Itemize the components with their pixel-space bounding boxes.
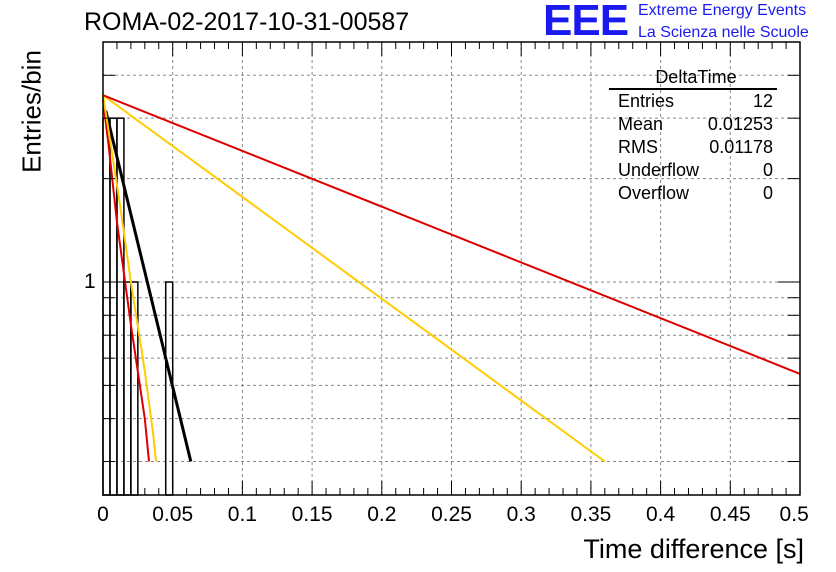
stats-value: 0 bbox=[762, 183, 773, 203]
fit-curve bbox=[104, 110, 193, 462]
stats-title: DeltaTime bbox=[609, 66, 777, 90]
fit-curve bbox=[102, 94, 606, 463]
fit-curve bbox=[102, 94, 801, 375]
stats-box: DeltaTime Entries 12 Mean 0.01253 RMS 0.011… bbox=[609, 66, 777, 205]
fit-curve bbox=[102, 99, 150, 462]
stats-label: RMS bbox=[618, 137, 658, 157]
stats-label: Overflow bbox=[618, 183, 690, 203]
x-tick-label: 0.5 bbox=[779, 503, 809, 526]
y-tick-label: 1 bbox=[84, 270, 96, 293]
stats-value: 0.01178 bbox=[709, 137, 773, 157]
chart-title: ROMA-02-2017-10-31-00587 bbox=[84, 8, 410, 36]
logo-line-2: La Scienza nelle Scuole bbox=[638, 24, 809, 41]
stats-row-rms: RMS 0.01178 bbox=[609, 136, 777, 159]
x-tick-label: 0 bbox=[97, 503, 109, 526]
x-tick-label: 0.45 bbox=[709, 503, 751, 526]
stats-value: 12 bbox=[752, 91, 773, 111]
x-tick-label: 0.15 bbox=[291, 503, 333, 526]
x-tick-label: 0.3 bbox=[506, 503, 536, 526]
stats-row-mean: Mean 0.01253 bbox=[609, 113, 777, 136]
stats-row-entries: Entries 12 bbox=[609, 90, 777, 113]
stats-row-underflow: Underflow 0 bbox=[609, 159, 777, 182]
x-tick-label: 0.35 bbox=[570, 503, 612, 526]
stats-label: Entries bbox=[618, 91, 675, 111]
x-axis-label: Time difference [s] bbox=[583, 534, 804, 564]
x-tick-label: 0.25 bbox=[431, 503, 472, 526]
stats-label: Mean bbox=[618, 114, 664, 134]
x-tick-label: 0.2 bbox=[367, 503, 397, 526]
plot-frame bbox=[102, 41, 801, 496]
stats-row-overflow: Overflow 0 bbox=[609, 182, 777, 205]
stats-value: 0.01253 bbox=[707, 114, 773, 134]
axis-ticks bbox=[102, 42, 801, 495]
logo-line-1: Extreme Energy Events bbox=[638, 2, 807, 19]
stats-label: Underflow bbox=[618, 160, 700, 180]
histogram-bar bbox=[102, 117, 111, 496]
x-tick-label: 0.1 bbox=[227, 503, 257, 526]
y-axis-label: Entries/bin bbox=[16, 50, 47, 173]
stats-value: 0 bbox=[762, 160, 773, 180]
histogram-bars bbox=[102, 117, 174, 496]
x-tick-label: 0.05 bbox=[152, 503, 194, 526]
x-tick-label: 0.4 bbox=[645, 503, 676, 526]
fit-curves bbox=[102, 94, 801, 463]
grid-lines bbox=[103, 42, 800, 495]
fit-curve bbox=[102, 95, 157, 462]
eee-logo: EEE bbox=[543, 0, 629, 45]
